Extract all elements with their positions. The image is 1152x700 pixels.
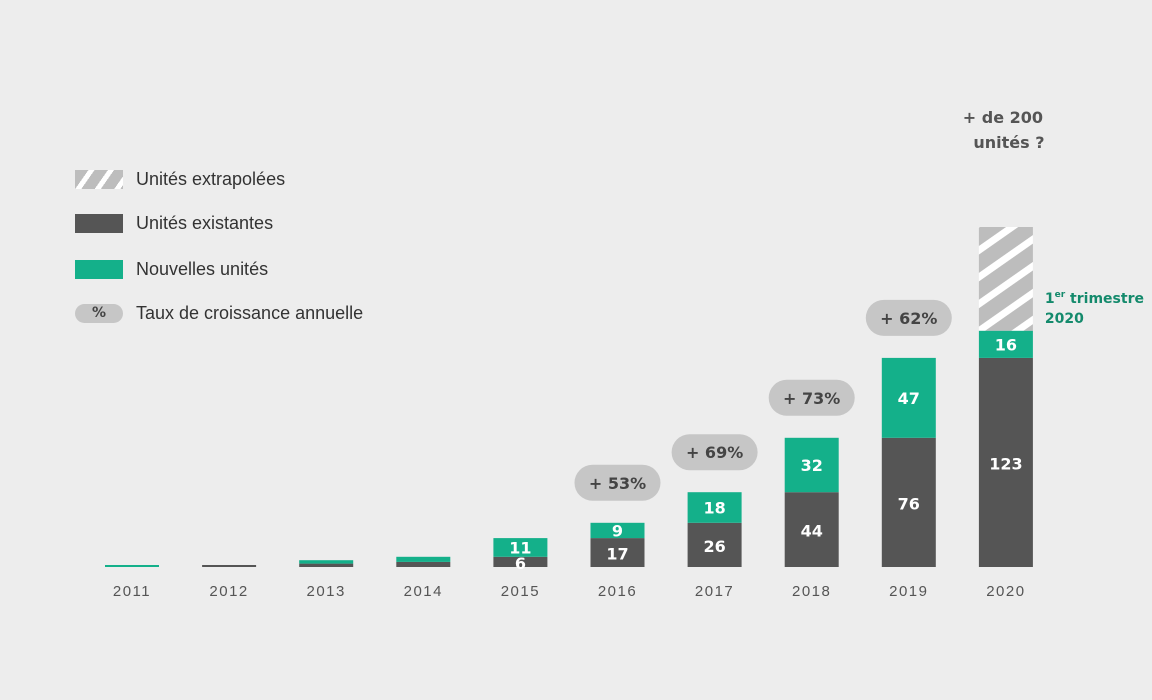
annotation-quarter-line2: 2020 [1045, 311, 1084, 327]
label-existing-2018: 44 [801, 522, 823, 541]
legend-item-extrapolated: Unités extrapolées [75, 166, 363, 192]
label-existing-2016: 17 [606, 545, 628, 564]
legend-swatch-growth: % [75, 303, 123, 323]
growth-label-2016: + 53% [589, 474, 646, 493]
legend-item-new: Nouvelles unités [75, 256, 363, 282]
label-new-2017: 18 [703, 499, 725, 518]
tick-label-2011: 2011 [113, 583, 151, 600]
bar-existing-2015 [493, 556, 548, 567]
legend-label-new: Nouvelles unités [136, 258, 269, 279]
annotation-quarter-superscript: er [1055, 290, 1066, 300]
bar-new-2015 [493, 538, 548, 557]
bar-new-2019 [881, 357, 936, 438]
annotation-quarter-line1: 1er trimestre [1045, 290, 1144, 307]
tick-label-2016: 2016 [598, 583, 637, 600]
bar-existing-2017 [687, 522, 742, 567]
growth-label-2017: + 69% [686, 443, 743, 462]
annotation-quarter-word: trimestre [1065, 291, 1144, 307]
legend-item-growth: % Taux de croissance annuelle [75, 300, 363, 326]
legend-swatch-new [75, 259, 123, 279]
tick-label-2020: 2020 [986, 583, 1025, 600]
annotation-2020-line1: + de 200 [963, 108, 1043, 127]
bar-new-2017 [687, 492, 742, 523]
bar-existing-2014 [396, 561, 451, 567]
growth-pill-2018 [768, 379, 855, 416]
legend-label-extrapolated: Unités extrapolées [136, 168, 286, 189]
bar-new-2018 [784, 437, 839, 493]
bar-existing-2013 [299, 563, 354, 567]
bar-new-2014 [396, 556, 451, 562]
bar-new-2020 [978, 330, 1033, 358]
tick-label-2019: 2019 [889, 583, 928, 600]
label-existing-2019: 76 [898, 494, 920, 513]
growth-pill-2017 [671, 434, 758, 471]
tick-label-2012: 2012 [209, 583, 248, 600]
legend-swatch-extrapolated [75, 169, 123, 189]
label-existing-2015: 6 [515, 554, 526, 573]
label-new-2019: 47 [898, 389, 920, 408]
tick-label-2014: 2014 [404, 583, 443, 600]
legend-label-existing: Unités existantes [136, 212, 274, 233]
label-existing-2017: 26 [703, 537, 725, 556]
tick-label-2013: 2013 [307, 583, 346, 600]
growth-pill-2016 [574, 464, 661, 501]
growth-label-2018: + 73% [783, 389, 840, 408]
legend-item-existing: Unités existantes [75, 210, 363, 236]
bar-new-2011 [105, 565, 159, 567]
bar-existing-2012 [202, 565, 257, 567]
legend: Unités extrapolées Unités existantes Nou… [75, 166, 363, 344]
label-new-2015: 11 [509, 538, 531, 557]
tick-label-2017: 2017 [695, 583, 734, 600]
bar-existing-2019 [881, 437, 936, 567]
bar-new-2013 [299, 560, 354, 564]
label-new-2016: 9 [612, 521, 623, 540]
legend-swatch-existing [75, 213, 123, 233]
tick-label-2018: 2018 [792, 583, 831, 600]
label-new-2018: 32 [801, 456, 823, 475]
bar-existing-2020 [978, 357, 1033, 567]
label-existing-2020: 123 [989, 454, 1022, 473]
growth-label-2019: + 62% [880, 309, 937, 328]
bar-new-2016 [590, 522, 645, 539]
label-new-2020: 16 [995, 335, 1017, 354]
bar-extrapolated-2020 [978, 227, 1033, 331]
bar-existing-2018 [784, 492, 839, 567]
tick-label-2015: 2015 [501, 583, 540, 600]
annotation-2020-line2: unités ? [973, 133, 1044, 152]
growth-pill-2019 [865, 299, 952, 336]
annotation-quarter-number: 1 [1045, 291, 1055, 307]
legend-label-growth: Taux de croissance annuelle [136, 302, 364, 323]
bar-existing-2016 [590, 538, 645, 567]
